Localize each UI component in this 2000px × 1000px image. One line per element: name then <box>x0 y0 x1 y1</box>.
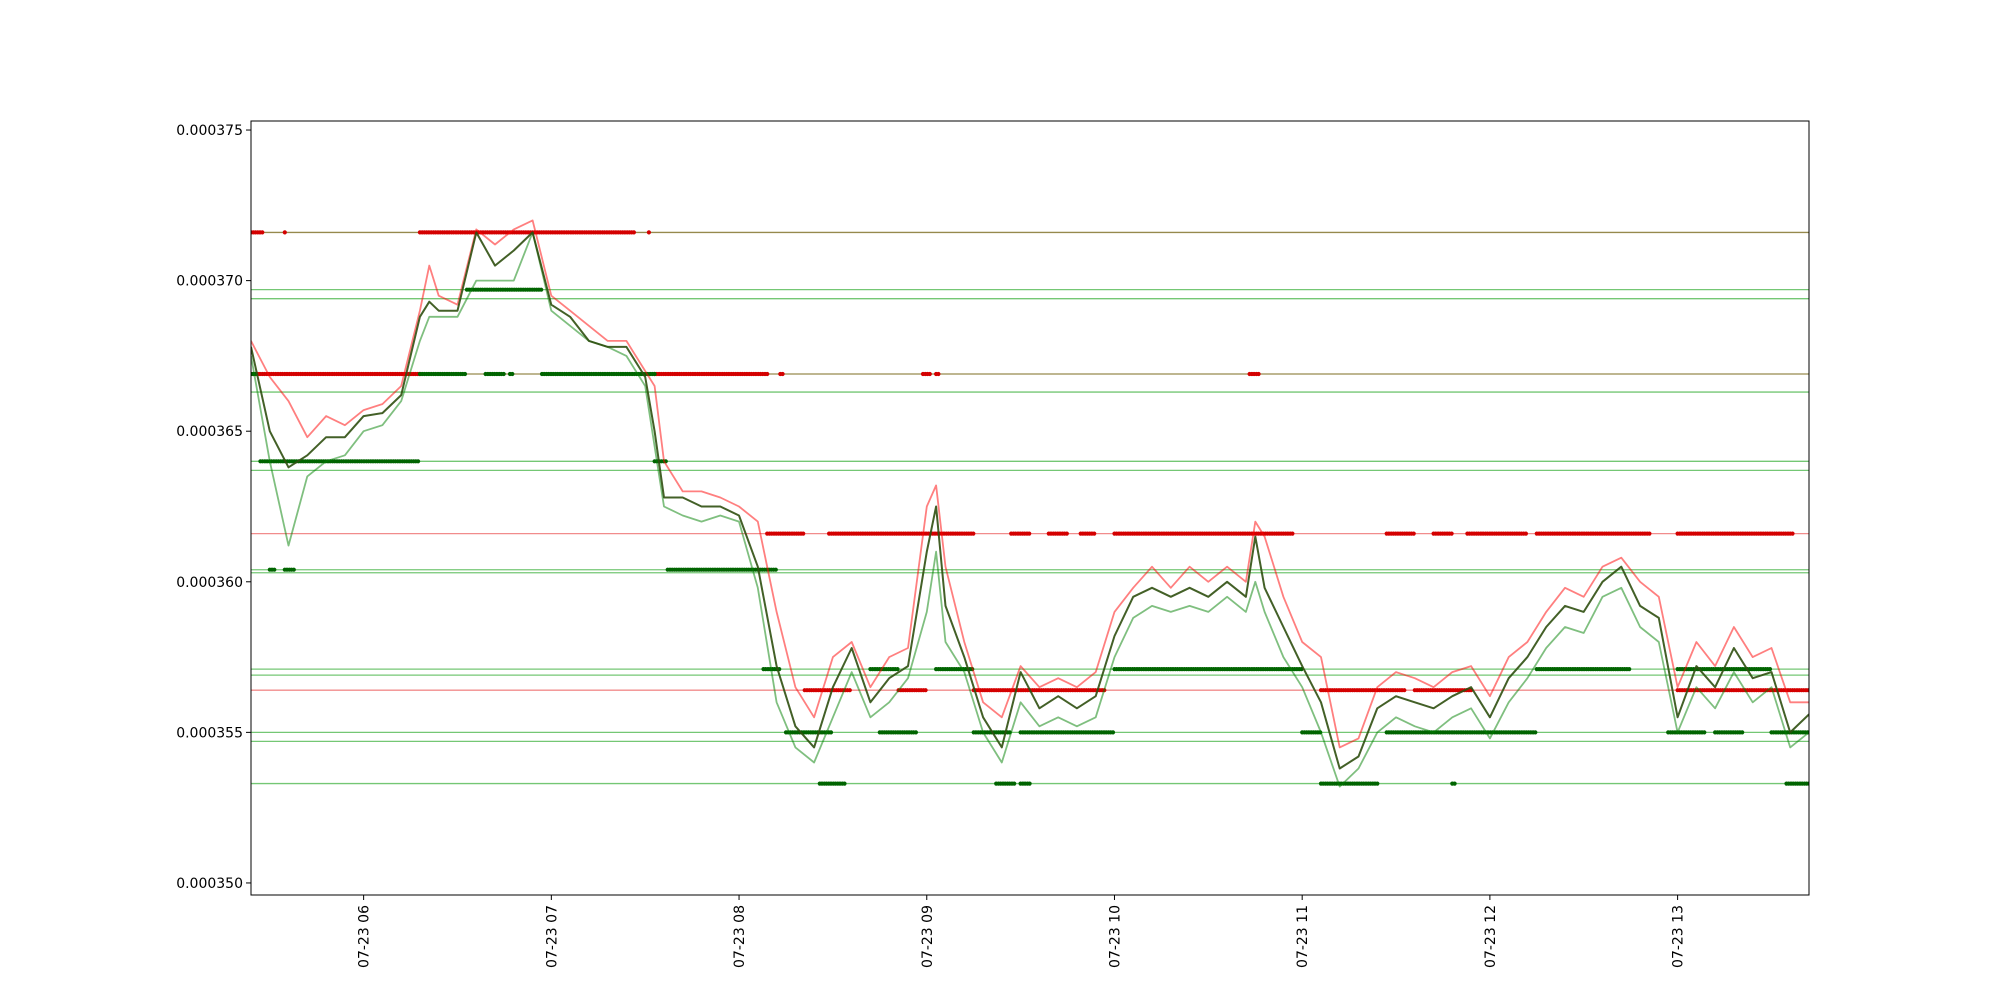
series-line-high <box>251 219 1809 749</box>
marker-red <box>631 230 637 235</box>
marker-red <box>780 371 785 377</box>
series-line-low <box>251 231 1809 788</box>
marker-green <box>1806 781 1809 786</box>
marker-red <box>1256 371 1261 377</box>
marker-green <box>1740 730 1745 735</box>
marker-red <box>923 688 928 693</box>
marker-green <box>501 371 506 377</box>
marker-green <box>1012 781 1017 786</box>
marker-red <box>1092 531 1097 536</box>
marker-green <box>1452 781 1457 786</box>
y-tick-label: 0.000365 <box>176 424 243 440</box>
marker-red <box>1027 531 1032 536</box>
x-tick-label: 07-23 09 <box>920 905 936 968</box>
marker-green <box>895 667 900 672</box>
marker-green <box>652 371 657 377</box>
x-tick-label: 07-23 13 <box>1671 905 1687 968</box>
marker-red <box>1647 531 1652 536</box>
marker-green <box>272 567 277 572</box>
marker-bands <box>251 230 1809 786</box>
x-tick-label: 07-23 07 <box>544 905 560 968</box>
x-tick-label: 07-23 08 <box>732 905 748 968</box>
marker-green <box>462 371 468 377</box>
marker-red <box>1806 688 1809 693</box>
marker-red <box>1523 531 1528 536</box>
marker-green <box>773 567 778 572</box>
marker-green <box>828 730 834 735</box>
marker-green <box>1767 667 1773 672</box>
x-axis: 07-23 06 07-23 07 07-23 08 07-23 09 07-23 10… <box>357 895 1687 968</box>
marker-red <box>936 371 941 377</box>
y-tick-label: 0.000355 <box>176 725 243 741</box>
marker-red <box>927 371 932 377</box>
y-tick-label: 0.000370 <box>176 274 243 290</box>
y-tick-label: 0.000375 <box>176 123 243 139</box>
marker-red <box>1290 531 1295 536</box>
marker-red <box>646 230 652 235</box>
marker-green <box>1375 781 1380 786</box>
marker-green <box>416 459 421 464</box>
marker-red <box>847 688 852 693</box>
marker-red <box>765 371 770 377</box>
y-axis: 0.000350 0.000355 0.000360 0.000365 0.000370… <box>176 123 251 892</box>
marker-green <box>1110 730 1116 735</box>
marker-red <box>282 230 287 235</box>
marker-red <box>1402 688 1407 693</box>
y-tick-label: 0.000360 <box>176 575 243 591</box>
series-line-close <box>251 231 1809 770</box>
marker-green <box>842 781 847 786</box>
x-tick-label: 07-23 06 <box>357 905 373 968</box>
marker-green <box>510 371 515 377</box>
x-tick-label: 07-23 12 <box>1483 905 1499 968</box>
marker-red <box>801 531 806 536</box>
plot-frame <box>250 120 1810 896</box>
marker-red <box>260 230 265 235</box>
marker-green <box>1702 730 1707 735</box>
x-tick-label: 07-23 10 <box>1107 905 1123 968</box>
marker-green <box>539 287 544 292</box>
marker-green <box>1533 730 1538 735</box>
marker-red <box>1790 531 1795 536</box>
price-series <box>251 219 1809 788</box>
marker-red <box>1064 531 1069 536</box>
marker-green <box>291 567 296 572</box>
marker-red <box>971 531 976 536</box>
x-tick-label: 07-23 11 <box>1295 905 1311 968</box>
marker-green <box>913 730 919 735</box>
marker-green <box>1027 781 1032 786</box>
marker-green <box>1627 667 1632 672</box>
marker-red <box>1449 531 1454 536</box>
y-tick-label: 0.000350 <box>176 876 243 892</box>
marker-red <box>1411 531 1416 536</box>
